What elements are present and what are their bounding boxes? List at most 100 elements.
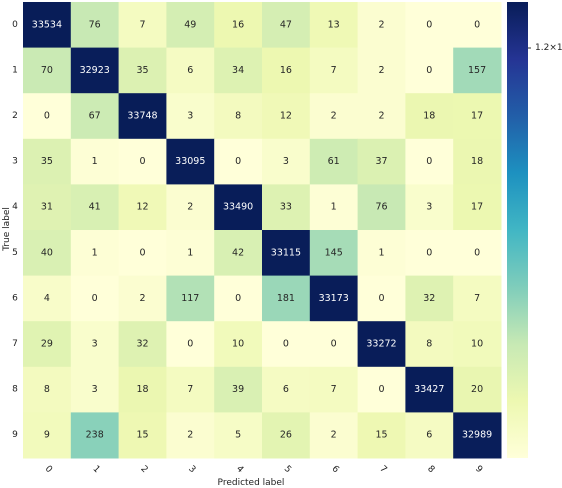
heatmap-cell bbox=[118, 138, 167, 185]
cell-value-label: 4 bbox=[44, 293, 50, 304]
heatmap-cell bbox=[214, 412, 263, 459]
heatmap-cell bbox=[405, 93, 454, 140]
heatmap-cell bbox=[453, 412, 502, 459]
heatmap-cell bbox=[166, 2, 215, 49]
cell-value-label: 1 bbox=[187, 247, 193, 258]
x-tick-label: 2 bbox=[138, 464, 149, 475]
heatmap-cell bbox=[23, 2, 72, 49]
heatmap-cell bbox=[214, 2, 263, 49]
heatmap-cell bbox=[309, 366, 359, 413]
heatmap-cell bbox=[262, 230, 311, 277]
heatmap-cell bbox=[262, 366, 311, 413]
cell-value-label: 1 bbox=[378, 247, 384, 258]
heatmap-cell bbox=[309, 93, 359, 140]
heatmap-cell bbox=[453, 366, 502, 413]
heatmap-cell bbox=[23, 275, 72, 322]
heatmap-cell bbox=[70, 366, 120, 413]
cell-value-label: 37 bbox=[375, 156, 387, 167]
heatmap-cell bbox=[262, 138, 311, 185]
cell-value-label: 7 bbox=[139, 19, 145, 30]
heatmap-cell bbox=[23, 366, 72, 413]
heatmap-cell bbox=[405, 138, 454, 185]
cell-value-label: 32 bbox=[136, 339, 148, 350]
y-tick-label: 1 bbox=[12, 65, 18, 75]
cell-value-label: 0 bbox=[378, 384, 384, 395]
y-tick-label: 4 bbox=[12, 202, 18, 212]
heatmap-cell bbox=[118, 366, 167, 413]
cell-value-label: 16 bbox=[232, 19, 244, 30]
heatmap-cell bbox=[453, 184, 502, 231]
x-tick-labels: 0 1 2 3 4 5 6 7 8 9 bbox=[43, 464, 485, 475]
cell-value-label: 47 bbox=[280, 19, 292, 30]
cell-value-label: 2 bbox=[378, 111, 384, 122]
heatmap-cell bbox=[262, 2, 311, 49]
cell-value-label: 6 bbox=[187, 65, 193, 76]
cell-value-label: 42 bbox=[232, 247, 244, 258]
heatmap-cell bbox=[118, 230, 167, 277]
heatmap-cell bbox=[262, 412, 311, 459]
heatmap-cell bbox=[70, 412, 120, 459]
heatmap-cell bbox=[166, 366, 215, 413]
heatmap-cell bbox=[309, 184, 359, 231]
heatmap-cell bbox=[357, 366, 406, 413]
heatmap-cell bbox=[23, 184, 72, 231]
y-tick-label: 7 bbox=[12, 339, 18, 349]
cell-value-label: 0 bbox=[283, 339, 289, 350]
cell-value-label: 0 bbox=[426, 156, 432, 167]
cell-value-label: 18 bbox=[136, 384, 148, 395]
heatmap-cell bbox=[23, 321, 72, 368]
cell-value-label: 34 bbox=[232, 65, 244, 76]
heatmap-cell bbox=[118, 275, 167, 322]
heatmap-cell bbox=[262, 47, 311, 94]
cell-value-label: 33534 bbox=[32, 19, 62, 30]
heatmap-cell bbox=[309, 321, 359, 368]
cell-value-label: 0 bbox=[44, 111, 50, 122]
heatmap-cell bbox=[405, 184, 454, 231]
cell-value-label: 31 bbox=[41, 202, 53, 213]
cell-value-label: 0 bbox=[187, 339, 193, 350]
cell-value-label: 0 bbox=[235, 293, 241, 304]
cell-value-label: 181 bbox=[277, 293, 295, 304]
heatmap-cell bbox=[357, 2, 406, 49]
heatmap-cell bbox=[214, 47, 263, 94]
cell-value-label: 7 bbox=[474, 293, 480, 304]
cell-value-label: 5 bbox=[235, 430, 241, 441]
heatmap-cell bbox=[23, 138, 72, 185]
heatmap-cell bbox=[118, 412, 167, 459]
y-tick-label: 3 bbox=[12, 157, 18, 167]
heatmap-cell bbox=[262, 275, 311, 322]
heatmap-cell bbox=[70, 275, 120, 322]
heatmap-cell bbox=[453, 230, 502, 277]
cell-value-label: 2 bbox=[331, 430, 337, 441]
heatmap-cell bbox=[357, 47, 406, 94]
cell-value-label: 15 bbox=[136, 430, 148, 441]
cell-value-label: 33095 bbox=[175, 156, 205, 167]
cell-value-label: 157 bbox=[468, 65, 486, 76]
cell-value-label: 76 bbox=[375, 202, 387, 213]
cell-value-label: 70 bbox=[41, 65, 53, 76]
heatmap-cell bbox=[214, 138, 263, 185]
cell-value-label: 18 bbox=[471, 156, 483, 167]
heatmap-cell bbox=[70, 138, 120, 185]
cell-value-label: 33427 bbox=[414, 384, 444, 395]
cell-value-label: 10 bbox=[232, 339, 244, 350]
heatmap-cell bbox=[309, 138, 359, 185]
cell-value-label: 2 bbox=[187, 202, 193, 213]
cell-value-label: 12 bbox=[136, 202, 148, 213]
heatmap-cell bbox=[357, 230, 406, 277]
cell-value-label: 0 bbox=[92, 293, 98, 304]
x-tick-label: 3 bbox=[186, 464, 197, 475]
cell-value-label: 1 bbox=[92, 156, 98, 167]
cell-value-label: 0 bbox=[378, 293, 384, 304]
heatmap-cell bbox=[23, 412, 72, 459]
x-tick-label: 5 bbox=[282, 464, 293, 475]
heatmap-cell bbox=[262, 184, 311, 231]
y-tick-label: 2 bbox=[12, 111, 18, 121]
heatmap-cell bbox=[262, 321, 311, 368]
heatmap-cell bbox=[166, 412, 215, 459]
cell-value-label: 32 bbox=[423, 293, 435, 304]
y-tick-label: 5 bbox=[12, 248, 18, 258]
cell-value-label: 2 bbox=[378, 19, 384, 30]
cell-value-label: 32989 bbox=[462, 430, 492, 441]
heatmap-cell bbox=[453, 93, 502, 140]
